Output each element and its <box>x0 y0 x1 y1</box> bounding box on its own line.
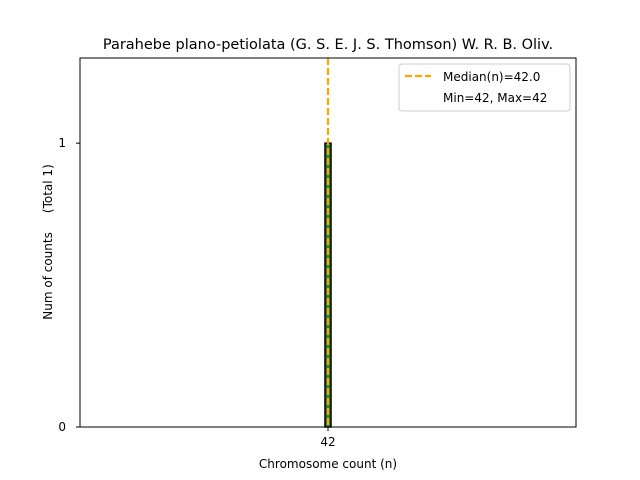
legend: Median(n)=42.0 Min=42, Max=42 <box>398 63 571 112</box>
chart-title: Parahebe plano-petiolata (G. S. E. J. S.… <box>103 37 553 53</box>
x-axis: 42 <box>320 427 336 449</box>
y-axis-label: Num of counts (Total 1) <box>41 164 55 319</box>
y-tick-label: 0 <box>58 420 66 434</box>
legend-box <box>398 63 571 112</box>
y-tick-label: 1 <box>58 136 66 150</box>
x-axis-label: Chromosome count (n) <box>259 457 397 471</box>
y-axis: 01 <box>58 136 80 434</box>
legend-entry-median: Median(n)=42.0 <box>443 70 540 84</box>
x-tick-label: 42 <box>320 435 335 449</box>
legend-entry-minmax: Min=42, Max=42 <box>443 91 547 105</box>
